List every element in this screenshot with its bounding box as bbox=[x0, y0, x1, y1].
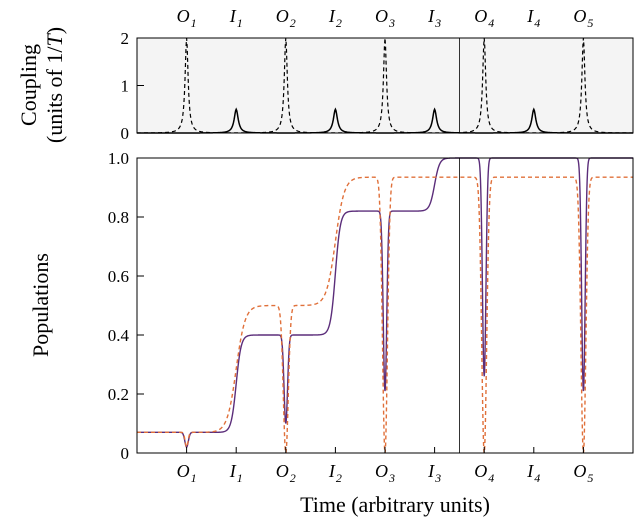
coupling-y-ticks: 0 1 2 bbox=[121, 29, 144, 143]
populations-pulse-label-o2: O2 bbox=[276, 461, 296, 485]
pulse-label-base: I bbox=[229, 6, 237, 26]
coupling-pulse-label-o5: O5 bbox=[573, 6, 593, 30]
populations-pulse-label-o4: O4 bbox=[474, 461, 494, 485]
populations-y-tick-label: 0.4 bbox=[108, 326, 130, 345]
coupling-pulse-label-i3: I3 bbox=[427, 6, 441, 30]
coupling-pulse-label-o3: O3 bbox=[375, 6, 395, 30]
coupling-ylabel-line2-c: ) bbox=[42, 27, 67, 34]
pulse-label-base: O bbox=[375, 461, 388, 481]
pulse-label-subscript: 1 bbox=[191, 471, 197, 485]
population-dashed-line bbox=[137, 176, 633, 456]
pulse-label-subscript: 2 bbox=[290, 16, 296, 30]
populations-xlabel: Time (arbitrary units) bbox=[300, 492, 490, 517]
populations-y-tick-label: 0.6 bbox=[108, 267, 129, 286]
populations-y-ticks: 0 0.2 0.4 0.6 0.8 1.0 bbox=[108, 149, 584, 463]
pulse-label-subscript: 1 bbox=[237, 16, 243, 30]
pulse-label-subscript: 3 bbox=[388, 16, 395, 30]
populations-pulse-labels: O1 I1 O2 I2 O3 I3 O4 I4 O5 bbox=[177, 461, 594, 485]
pulse-label-base: O bbox=[474, 6, 487, 26]
populations-panel-frame bbox=[136, 157, 634, 454]
pulse-label-subscript: 2 bbox=[336, 471, 342, 485]
pulse-label-base: I bbox=[328, 461, 336, 481]
coupling-y-tick-label: 0 bbox=[121, 124, 130, 143]
pulse-label-base: I bbox=[229, 461, 237, 481]
populations-pulse-label-i2: I2 bbox=[328, 461, 342, 485]
pulse-label-base: O bbox=[177, 461, 190, 481]
pulse-label-base: I bbox=[526, 461, 534, 481]
coupling-ylabel-line2-a: (units of 1/ bbox=[42, 46, 67, 143]
pulse-label-base: O bbox=[375, 6, 388, 26]
pulse-label-subscript: 5 bbox=[587, 16, 593, 30]
populations-pulse-label-o1: O1 bbox=[177, 461, 197, 485]
coupling-pulse-label-i2: I2 bbox=[328, 6, 342, 30]
populations-ylabel: Populations bbox=[28, 253, 53, 357]
pulse-label-subscript: 3 bbox=[434, 16, 441, 30]
coupling-y-tick-label: 1 bbox=[121, 77, 130, 96]
pulse-label-base: I bbox=[427, 461, 435, 481]
pulse-label-subscript: 2 bbox=[336, 16, 342, 30]
pulse-label-subscript: 2 bbox=[290, 471, 296, 485]
populations-pulse-label-i1: I1 bbox=[229, 461, 243, 485]
populations-panel: 00.20.40.60.81.0 O1 I1 O2 I2 O3 I3 O4 I4 O5 Popu… bbox=[28, 149, 634, 517]
coupling-panel-background bbox=[137, 38, 633, 133]
pulse-label-base: I bbox=[526, 6, 534, 26]
coupling-y-tick-label: 2 bbox=[121, 29, 130, 48]
pulse-label-subscript: 3 bbox=[434, 471, 441, 485]
populations-y-tick-label: 0 bbox=[121, 444, 130, 463]
coupling-ylabel-line2: (units of 1/T) bbox=[42, 27, 67, 143]
pulse-label-base: O bbox=[573, 6, 586, 26]
pulse-label-base: O bbox=[177, 6, 190, 26]
pulse-label-base: I bbox=[328, 6, 336, 26]
coupling-pulse-label-i1: I1 bbox=[229, 6, 243, 30]
pulse-label-subscript: 4 bbox=[534, 471, 540, 485]
pulse-label-base: I bbox=[427, 6, 435, 26]
coupling-pulse-label-o2: O2 bbox=[276, 6, 296, 30]
pulse-label-subscript: 4 bbox=[488, 471, 494, 485]
populations-pulse-label-i3: I3 bbox=[427, 461, 441, 485]
populations-pulse-label-o3: O3 bbox=[375, 461, 395, 485]
coupling-pulse-label-o1: O1 bbox=[177, 6, 197, 30]
pulse-label-subscript: 3 bbox=[388, 471, 395, 485]
population-solid-line bbox=[137, 157, 633, 448]
populations-pulse-label-o5: O5 bbox=[573, 461, 593, 485]
pulse-label-subscript: 5 bbox=[587, 471, 593, 485]
populations-pulse-label-i4: I4 bbox=[526, 461, 540, 485]
pulse-label-subscript: 1 bbox=[191, 16, 197, 30]
pulse-label-base: O bbox=[276, 6, 289, 26]
pulse-label-subscript: 1 bbox=[237, 471, 243, 485]
coupling-pulse-label-o4: O4 bbox=[474, 6, 494, 30]
coupling-pulse-labels: O1 I1 O2 I2 O3 I3 O4 I4 O5 bbox=[177, 6, 594, 30]
populations-y-tick-label: 1.0 bbox=[108, 149, 129, 168]
coupling-pulse-label-i4: I4 bbox=[526, 6, 540, 30]
pulse-label-base: O bbox=[573, 461, 586, 481]
pulse-label-base: O bbox=[276, 461, 289, 481]
pulse-label-subscript: 4 bbox=[534, 16, 540, 30]
populations-y-tick-label: 0.2 bbox=[108, 385, 129, 404]
coupling-ylabel-line1: Coupling bbox=[16, 44, 41, 126]
coupling-ylabel-line2-b: T bbox=[42, 33, 67, 47]
pulse-label-base: O bbox=[474, 461, 487, 481]
populations-y-tick-label: 0.8 bbox=[108, 208, 129, 227]
coupling-panel: 012 O1 I1 O2 I2 O3 I3 O4 I4 O5 Coupling (units o… bbox=[16, 6, 634, 143]
pulse-label-subscript: 4 bbox=[488, 16, 494, 30]
populations-series-group bbox=[137, 157, 633, 456]
